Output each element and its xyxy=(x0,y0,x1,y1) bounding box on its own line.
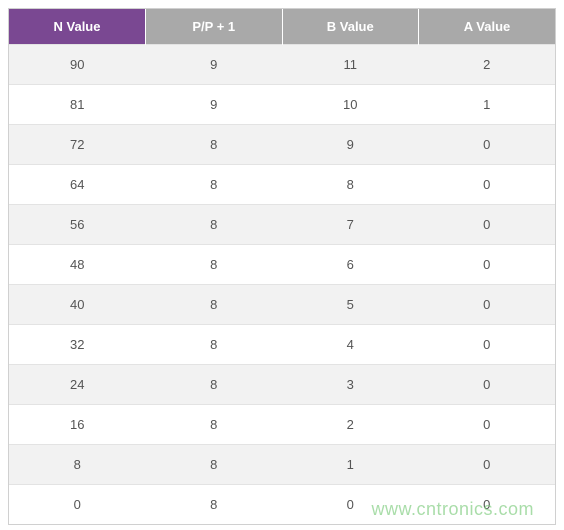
cell: 0 xyxy=(419,445,556,485)
cell: 0 xyxy=(419,285,556,325)
cell: 5 xyxy=(282,285,419,325)
cell: 9 xyxy=(146,85,283,125)
cell: 0 xyxy=(419,325,556,365)
cell: 8 xyxy=(146,285,283,325)
cell: 64 xyxy=(9,165,146,205)
cell: 8 xyxy=(282,165,419,205)
cell: 7 xyxy=(282,205,419,245)
table-row: 72 8 9 0 xyxy=(9,125,555,165)
table-row: 16 8 2 0 xyxy=(9,405,555,445)
table-row: 81 9 10 1 xyxy=(9,85,555,125)
cell: 2 xyxy=(419,45,556,85)
cell: 48 xyxy=(9,245,146,285)
cell: 0 xyxy=(419,205,556,245)
cell: 81 xyxy=(9,85,146,125)
cell: 8 xyxy=(9,445,146,485)
cell: 16 xyxy=(9,405,146,445)
cell: 1 xyxy=(419,85,556,125)
table-row: 32 8 4 0 xyxy=(9,325,555,365)
cell: 0 xyxy=(419,165,556,205)
cell: 8 xyxy=(146,205,283,245)
table-row: 90 9 11 2 xyxy=(9,45,555,85)
cell: 8 xyxy=(146,325,283,365)
cell: 2 xyxy=(282,405,419,445)
cell: 8 xyxy=(146,125,283,165)
cell: 32 xyxy=(9,325,146,365)
cell: 40 xyxy=(9,285,146,325)
cell: 8 xyxy=(146,405,283,445)
table-header-row: N Value P/P + 1 B Value A Value xyxy=(9,9,555,45)
cell: 8 xyxy=(146,445,283,485)
cell: 6 xyxy=(282,245,419,285)
table-body: 90 9 11 2 81 9 10 1 72 8 9 0 64 8 8 0 xyxy=(9,45,555,525)
cell: 0 xyxy=(419,485,556,525)
col-header-b-value: B Value xyxy=(282,9,419,45)
cell: 90 xyxy=(9,45,146,85)
table-row: 8 8 1 0 xyxy=(9,445,555,485)
cell: 56 xyxy=(9,205,146,245)
table-row: 0 8 0 0 xyxy=(9,485,555,525)
cell: 8 xyxy=(146,245,283,285)
table-row: 56 8 7 0 xyxy=(9,205,555,245)
data-table-container: N Value P/P + 1 B Value A Value 90 9 11 … xyxy=(8,8,556,525)
table-row: 64 8 8 0 xyxy=(9,165,555,205)
table-row: 48 8 6 0 xyxy=(9,245,555,285)
cell: 24 xyxy=(9,365,146,405)
cell: 8 xyxy=(146,365,283,405)
cell: 1 xyxy=(282,445,419,485)
table-row: 24 8 3 0 xyxy=(9,365,555,405)
cell: 0 xyxy=(419,365,556,405)
col-header-a-value: A Value xyxy=(419,9,556,45)
cell: 3 xyxy=(282,365,419,405)
cell: 8 xyxy=(146,165,283,205)
cell: 11 xyxy=(282,45,419,85)
cell: 8 xyxy=(146,485,283,525)
cell: 9 xyxy=(282,125,419,165)
data-table: N Value P/P + 1 B Value A Value 90 9 11 … xyxy=(9,9,555,524)
cell: 0 xyxy=(9,485,146,525)
cell: 72 xyxy=(9,125,146,165)
cell: 0 xyxy=(282,485,419,525)
col-header-pp1: P/P + 1 xyxy=(146,9,283,45)
col-header-n-value: N Value xyxy=(9,9,146,45)
cell: 0 xyxy=(419,405,556,445)
cell: 9 xyxy=(146,45,283,85)
cell: 4 xyxy=(282,325,419,365)
cell: 10 xyxy=(282,85,419,125)
table-row: 40 8 5 0 xyxy=(9,285,555,325)
cell: 0 xyxy=(419,245,556,285)
cell: 0 xyxy=(419,125,556,165)
